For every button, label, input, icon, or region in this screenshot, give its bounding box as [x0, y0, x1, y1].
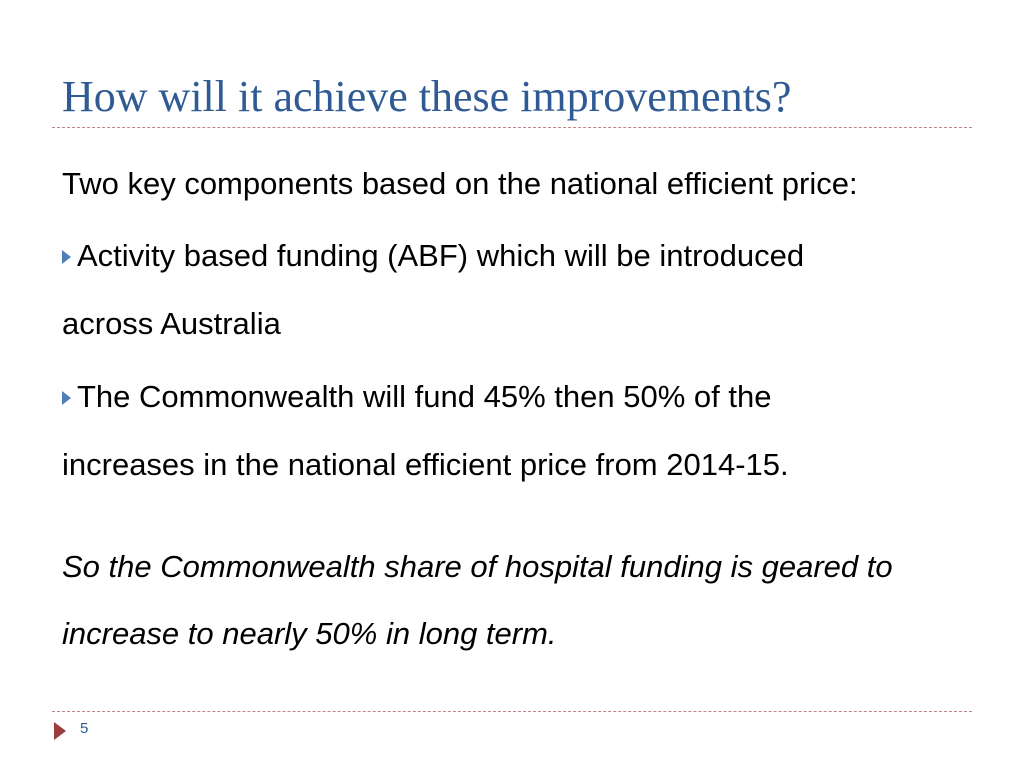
intro-text: Two key components based on the national… [62, 166, 858, 201]
bullet-triangle-icon [62, 391, 71, 405]
conclusion-text: So the Commonwealth share of hospital fu… [62, 533, 893, 667]
title-divider [52, 127, 972, 128]
bullet-triangle-icon [62, 250, 71, 264]
footer-triangle-icon [54, 722, 66, 740]
bullet-text-line2: increases in the national efficient pric… [62, 447, 789, 482]
page-number: 5 [80, 720, 89, 737]
conclusion-line1: So the Commonwealth share of hospital fu… [62, 549, 893, 584]
footer-divider [52, 711, 972, 712]
slide-title: How will it achieve these improvements? [62, 72, 792, 121]
bullet-text-line1: Activity based funding (ABF) which will … [77, 238, 805, 273]
conclusion-line2: increase to nearly 50% in long term. [62, 616, 557, 651]
bullet-text-line1: The Commonwealth will fund 45% then 50% … [77, 379, 772, 414]
bullet-text-line2: across Australia [62, 306, 281, 341]
bullet-item-abf: Activity based funding (ABF) which will … [62, 222, 804, 358]
bullet-item-commonwealth: The Commonwealth will fund 45% then 50% … [62, 363, 789, 499]
